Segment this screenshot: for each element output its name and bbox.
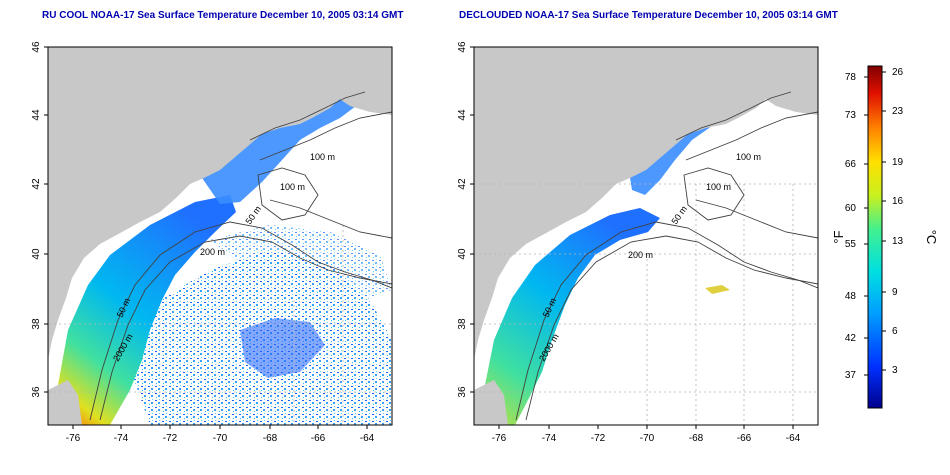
left-contour-label-2: 100 m (280, 182, 305, 192)
left-x-tick-label: -66 (311, 433, 326, 444)
left-land-mainland (48, 47, 392, 360)
right-contour-label-1: 100 m (736, 152, 761, 162)
right-land-mainland (474, 47, 818, 360)
left-contour-label-1: 100 m (310, 152, 335, 162)
left-map-title: RU COOL NOAA-17 Sea Surface Temperature … (42, 10, 404, 21)
colorbar-celsius-label: °C (924, 230, 939, 245)
left-x-tick-label: -70 (213, 433, 228, 444)
colorbar-f-tick: 37 (845, 370, 857, 381)
colorbar-f-ticks: 78 73 66 60 55 48 42 37 (845, 72, 857, 381)
left-bathymetry-contours (89, 91, 392, 421)
left-land-nova-scotia (300, 50, 392, 115)
right-map-title: DECLOUDED NOAA-17 Sea Surface Temperatur… (459, 10, 838, 21)
right-x-tick-label: -74 (542, 433, 557, 444)
left-y-tick-label: 36 (31, 386, 42, 398)
colorbar-f-tick: 42 (845, 333, 857, 344)
colorbar-c-tick: 6 (892, 326, 898, 337)
left-y-tick-label: 42 (31, 178, 42, 190)
colorbar-c-tick: 19 (892, 157, 904, 168)
colorbar-c-tick: 3 (892, 365, 898, 376)
colorbar-f-tick: 78 (845, 72, 857, 83)
right-x-tick-label: -66 (737, 433, 752, 444)
right-y-tick-label: 44 (457, 109, 468, 121)
left-x-tick-label: -76 (66, 433, 81, 444)
right-x-tick-label: -70 (640, 433, 655, 444)
colorbar-fahrenheit-label: °F (831, 230, 846, 243)
right-x-tick-label: -76 (492, 433, 507, 444)
right-y-tick-label: 36 (457, 386, 468, 398)
left-map-panel: 100 m 100 m 50 m 200 m 50 m 2000 m -76 -… (31, 41, 393, 444)
right-x-tick-labels: -76 -74 -72 -70 -68 -66 -64 (492, 433, 801, 444)
right-y-tick-label: 40 (457, 248, 468, 260)
right-bathymetry-contours (515, 91, 818, 421)
right-sst-spot (705, 285, 730, 294)
colorbar-c-tick: 23 (892, 106, 904, 117)
colorbar-ticks (864, 71, 886, 376)
colorbar-f-tick: 60 (845, 203, 857, 214)
right-y-tick-label: 42 (457, 178, 468, 190)
left-gridlines (49, 225, 392, 425)
left-x-tick-label: -68 (263, 433, 278, 444)
right-y-tick-label: 46 (457, 41, 468, 53)
colorbar-f-tick: 48 (845, 291, 857, 302)
left-sst-gulf-maine (200, 92, 356, 204)
left-land-south (48, 380, 82, 425)
left-sst-patch (240, 318, 325, 378)
right-land-nova-scotia (726, 50, 818, 115)
colorbar-f-tick: 73 (845, 110, 857, 121)
right-x-tick-label: -64 (786, 433, 801, 444)
right-gridlines (474, 183, 818, 425)
left-y-tick-label: 38 (31, 318, 42, 330)
left-y-tick-label: 40 (31, 248, 42, 260)
right-x-tick-label: -72 (591, 433, 606, 444)
right-land-south (474, 380, 508, 425)
colorbar: 78 73 66 60 55 48 42 37 26 23 19 16 13 9… (831, 65, 939, 409)
right-contour-label-4: 200 m (628, 250, 653, 260)
left-x-tick-labels: -76 -74 -72 -70 -68 -66 -64 (66, 433, 375, 444)
left-x-tick-label: -74 (114, 433, 129, 444)
left-contour-label-4: 200 m (200, 247, 225, 257)
colorbar-gradient (867, 65, 883, 409)
colorbar-c-tick: 9 (892, 287, 898, 298)
right-x-tick-label: -68 (689, 433, 704, 444)
left-x-tick-label: -64 (360, 433, 375, 444)
left-y-tick-labels: 46 44 42 40 38 36 (31, 41, 42, 398)
right-map-panel: 100 m 100 m 50 m 200 m 50 m 2000 m -76 -… (457, 41, 819, 444)
left-y-tick-label: 44 (31, 109, 42, 121)
left-speckle-band (210, 225, 392, 300)
right-map-frame (473, 46, 819, 426)
colorbar-c-tick: 13 (892, 236, 904, 247)
colorbar-f-tick: 55 (845, 239, 857, 250)
colorbar-f-tick: 66 (845, 159, 857, 170)
colorbar-c-tick: 26 (892, 67, 904, 78)
left-y-tick-label: 46 (31, 41, 42, 53)
left-axis-ticks (44, 46, 368, 429)
right-y-tick-labels: 46 44 42 40 38 36 (457, 41, 468, 398)
right-contour-label-2: 100 m (706, 182, 731, 192)
right-y-tick-label: 38 (457, 318, 468, 330)
left-x-tick-label: -72 (163, 433, 178, 444)
colorbar-c-tick: 16 (892, 196, 904, 207)
colorbar-c-ticks: 26 23 19 16 13 9 6 3 (892, 67, 904, 376)
right-axis-ticks (470, 46, 794, 429)
